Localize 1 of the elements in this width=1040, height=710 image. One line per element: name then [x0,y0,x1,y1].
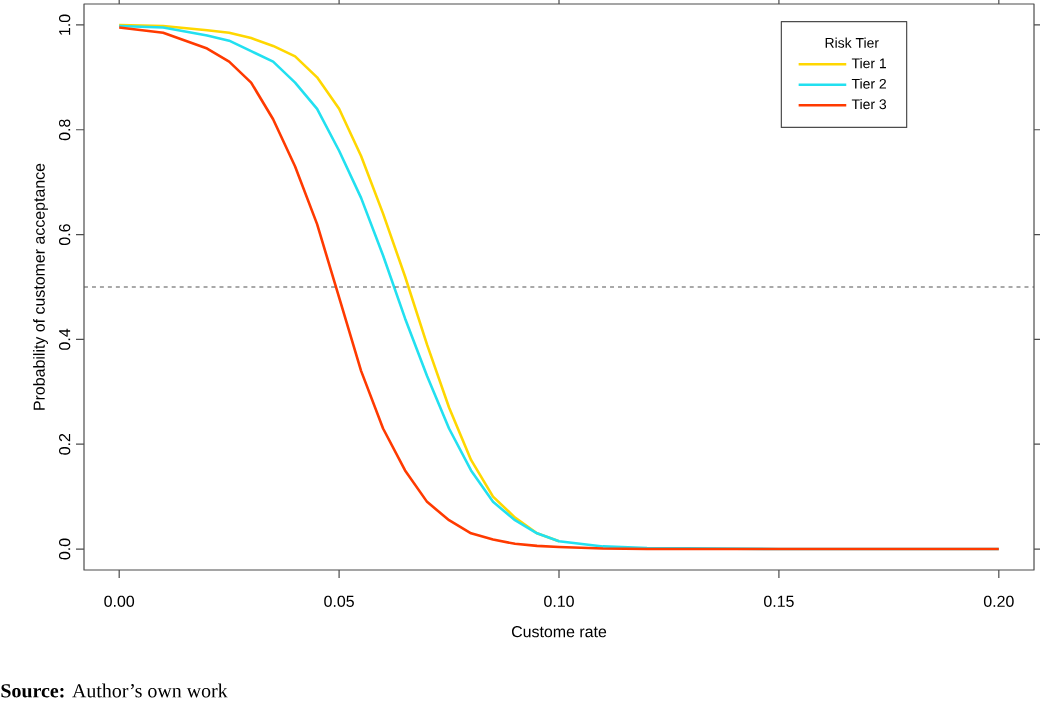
text: Source: Author’s own work [1,683,228,698]
